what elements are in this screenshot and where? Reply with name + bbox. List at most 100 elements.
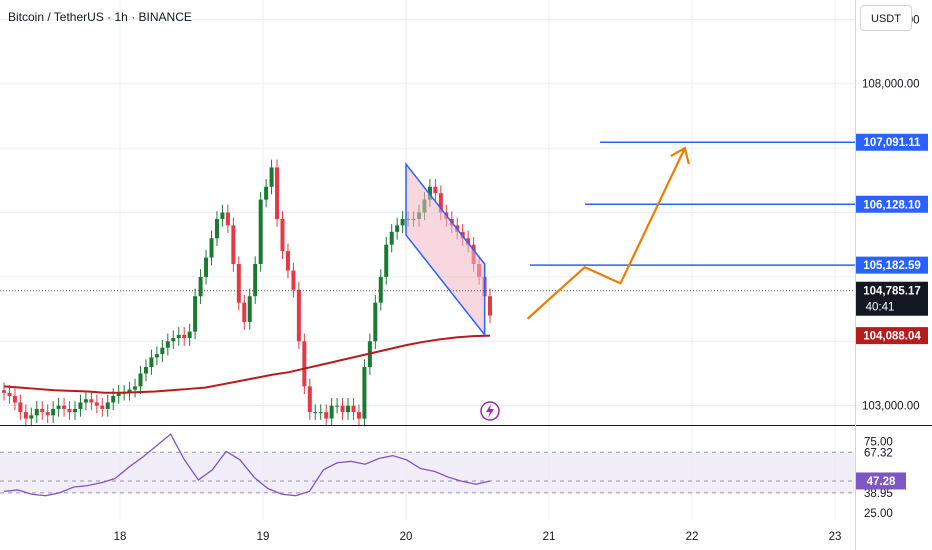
candle-body: [105, 402, 110, 409]
candle-body: [193, 296, 198, 332]
candle-body: [291, 270, 296, 290]
candle-body: [247, 296, 252, 322]
candle-body: [138, 373, 143, 387]
rsi-tick-label: 25.00: [864, 508, 893, 520]
candle-body: [433, 186, 438, 194]
ma-price-tag: 104,088.04: [863, 331, 921, 343]
candle-body: [40, 408, 45, 413]
ma-price-tag-bg: [856, 327, 928, 345]
candle-body: [29, 415, 34, 419]
level-price-tag: 106,128.10: [863, 199, 921, 211]
candle-body: [176, 334, 181, 339]
time-tick-label: 21: [543, 531, 556, 543]
candle-body: [378, 276, 383, 303]
time-tick-label: 18: [114, 531, 127, 543]
candle-body: [18, 402, 23, 413]
level-price-tag-bg: [856, 256, 928, 274]
current-price-tag: 104,785.17: [863, 286, 921, 298]
candle-body: [67, 408, 72, 413]
lightning-icon-glyph: [486, 404, 494, 418]
candle-body: [214, 218, 219, 239]
rsi-line: [3, 433, 491, 497]
rsi-value-tag-bg: [856, 472, 906, 490]
candle-body: [12, 396, 17, 403]
candle-body: [209, 238, 214, 258]
currency-button[interactable]: USDT: [860, 5, 912, 31]
projection-arrowhead: [670, 146, 690, 165]
candle-body: [302, 341, 307, 387]
candle-body: [356, 412, 361, 419]
candle-body: [51, 408, 56, 416]
price-tick-label: 108,000.00: [862, 79, 920, 91]
candle-body: [373, 302, 378, 342]
candle-body: [264, 186, 269, 200]
candle-body: [275, 167, 280, 219]
level-price-tag: 107,091.11: [864, 137, 922, 149]
rsi-value-tag: 47.28: [867, 476, 896, 488]
time-tick-label: 22: [686, 531, 699, 543]
candle-body: [220, 212, 225, 219]
candle-body: [258, 199, 263, 265]
candle-body: [127, 389, 132, 393]
candle-body: [78, 402, 83, 409]
candle-body: [335, 405, 340, 407]
candle-body: [395, 225, 400, 232]
candle-body: [56, 405, 61, 409]
time-tick-label: 19: [257, 531, 270, 543]
candle-body: [285, 251, 290, 271]
candle-body: [160, 347, 165, 355]
rsi-band: [0, 452, 855, 493]
candle-body: [225, 212, 230, 226]
descending-channel: [405, 162, 486, 338]
candle-body: [198, 276, 203, 297]
candle-body: [149, 357, 154, 368]
candle-body: [2, 390, 6, 393]
candle-body: [182, 334, 187, 339]
candle-body: [427, 186, 432, 200]
rsi-tick-label: 67.32: [864, 447, 893, 459]
rsi-tick-label: 38.95: [864, 488, 893, 500]
projection-path: [526, 147, 686, 320]
candle-body: [111, 396, 116, 403]
candle-body: [231, 225, 236, 265]
candle-body: [466, 238, 471, 245]
chart-title: Bitcoin / TetherUS · 1h · BINANCE: [8, 10, 192, 24]
candle-body: [324, 412, 329, 419]
candle-body: [100, 405, 105, 409]
candle-body: [7, 392, 12, 397]
candle-body: [400, 218, 405, 226]
price-tick-label: 103,000.00: [862, 401, 920, 413]
time-tick-label: 20: [400, 531, 413, 543]
level-price-tag-bg: [856, 195, 928, 213]
moving-average-line: [3, 334, 491, 394]
level-price-tag: 105,182.59: [863, 260, 921, 272]
candle-body: [165, 341, 170, 348]
candle-body: [389, 231, 394, 245]
candle-body: [384, 244, 389, 277]
candle-body: [83, 399, 88, 403]
level-price-tag-bg: [856, 133, 928, 151]
candle-body: [171, 338, 176, 342]
candle-body: [340, 405, 345, 413]
candle-body: [116, 392, 121, 397]
candle-body: [307, 386, 312, 413]
time-tick-label: 23: [829, 531, 842, 543]
candle-body: [346, 405, 351, 413]
candle-body: [280, 218, 285, 252]
candle-body: [236, 264, 241, 303]
candle-body: [143, 367, 148, 374]
candle-body: [488, 296, 492, 316]
candle-body: [34, 408, 39, 416]
candle-body: [45, 412, 50, 416]
candle-body: [269, 167, 274, 187]
candle-body: [253, 264, 258, 297]
candle-body: [313, 412, 318, 414]
candle-body: [94, 402, 99, 406]
candle-body: [23, 412, 28, 419]
candle-body: [204, 257, 209, 277]
candle-body: [62, 405, 67, 409]
rsi-tick-label: 75.00: [864, 436, 893, 448]
candle-body: [72, 408, 77, 413]
candle-body: [89, 399, 94, 403]
